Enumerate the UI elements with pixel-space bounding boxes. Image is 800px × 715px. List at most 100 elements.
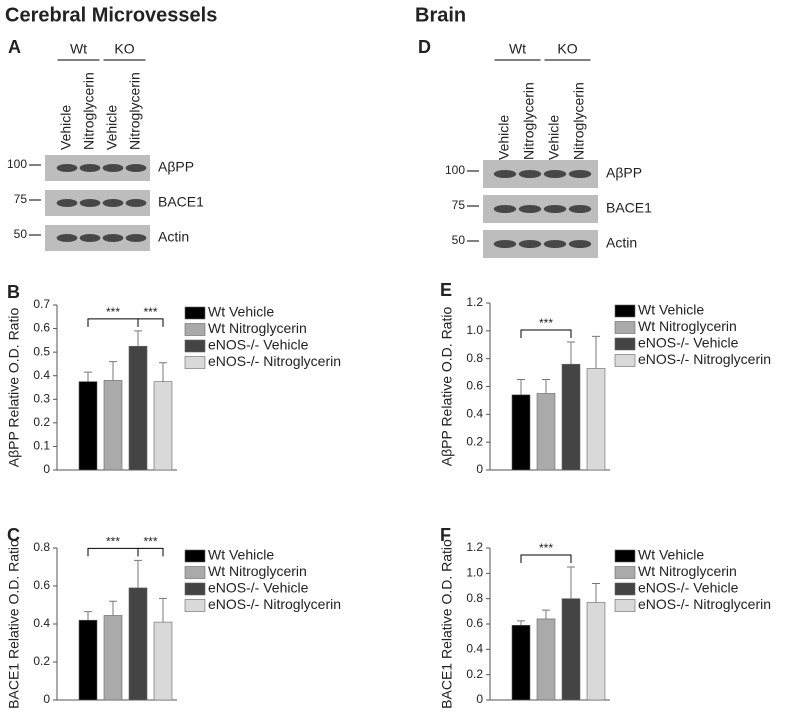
y-tick-label: 0 (476, 692, 483, 706)
error-bar (542, 609, 550, 619)
significance-label: *** (539, 541, 553, 555)
bar (511, 394, 531, 471)
significance-label: *** (106, 305, 120, 319)
y-tick-label: 0.2 (466, 434, 483, 448)
lane-label: Nitroglycerin (571, 82, 587, 160)
blot-band (568, 170, 592, 178)
bar (536, 393, 556, 471)
blot-band (56, 234, 78, 242)
legend-label: eNOS-/- Nitroglycerin (208, 353, 341, 369)
blot-band (543, 240, 567, 248)
legend-swatch (184, 599, 206, 612)
y-tick-label: 0 (43, 462, 50, 476)
legend-label: eNOS-/- Vehicle (208, 580, 309, 596)
blot-band (79, 199, 101, 207)
y-tick-label: 0.4 (33, 616, 50, 630)
bar (153, 381, 173, 471)
legend-label: eNOS-/- Nitroglycerin (208, 596, 341, 612)
error-bar (517, 379, 525, 395)
blot-band (518, 170, 542, 178)
blot-band (102, 234, 124, 242)
y-tick-label: 0.4 (466, 407, 483, 421)
legend-swatch (184, 339, 206, 353)
blot-band (518, 240, 542, 248)
blot-band (518, 205, 542, 213)
blot-band (102, 164, 124, 172)
bar (128, 345, 148, 471)
band-label: Actin (606, 235, 637, 251)
error-bar (109, 361, 117, 381)
legend-swatch (184, 306, 206, 320)
y-tick-label: 0.5 (33, 344, 50, 358)
significance-label: *** (143, 305, 157, 319)
group-label: Wt (509, 41, 526, 57)
y-tick-label: 0 (43, 692, 50, 706)
legend-swatch (184, 582, 206, 596)
error-bar (84, 611, 92, 621)
significance-bracket (520, 329, 572, 338)
y-axis-label: AβPP Relative O.D. Ratio (439, 307, 455, 467)
legend-label: Wt Vehicle (208, 547, 274, 563)
marker-size: 100 (445, 163, 465, 177)
y-tick-label: 0.6 (33, 578, 50, 592)
legend-label: Wt Vehicle (208, 304, 274, 320)
y-tick-label: 1.0 (466, 566, 483, 580)
lane-label: Nitroglycerin (521, 82, 537, 160)
y-tick-label: 0.6 (33, 321, 50, 335)
legend-swatch (184, 566, 206, 579)
y-tick-label: 0.2 (466, 667, 483, 681)
marker-size: 50 (14, 227, 28, 241)
legend-swatch (614, 321, 636, 334)
legend-label: eNOS-/- Vehicle (638, 335, 739, 351)
error-bar (592, 582, 600, 603)
significance-label: *** (106, 535, 120, 549)
significance-bracket (87, 547, 139, 557)
lane-label: Vehicle (58, 105, 74, 150)
y-tick-label: 0.6 (466, 379, 483, 393)
error-bar (592, 335, 600, 369)
column-heading: Cerebral Microvessels (5, 4, 217, 26)
y-tick-label: 0 (476, 462, 483, 476)
legend-label: Wt Nitroglycerin (638, 563, 737, 579)
blot-band (102, 199, 124, 207)
legend-swatch (614, 599, 636, 612)
error-bar (84, 371, 92, 382)
error-bar (134, 330, 142, 347)
y-axis-label: AβPP Relative O.D. Ratio (6, 308, 22, 468)
bar (586, 368, 606, 471)
blot-band (125, 164, 147, 172)
legend-label: eNOS-/- Nitroglycerin (638, 596, 771, 612)
lane-label: Vehicle (546, 115, 562, 160)
blot-band (125, 234, 147, 242)
marker-size: 50 (452, 233, 466, 247)
error-bar (567, 341, 575, 365)
legend-label: eNOS-/- Vehicle (208, 337, 309, 353)
blot-band (493, 170, 517, 178)
legend-swatch (614, 304, 636, 318)
panel-letter: F (440, 525, 451, 545)
significance-label: *** (143, 535, 157, 549)
legend-label: eNOS-/- Nitroglycerin (638, 351, 771, 367)
marker-size: 75 (14, 192, 28, 206)
blot-band (493, 205, 517, 213)
column-heading: Brain (415, 4, 466, 26)
band-label: AβPP (158, 159, 194, 175)
y-tick-label: 0.2 (33, 654, 50, 668)
legend-label: Wt Nitroglycerin (208, 563, 307, 579)
group-label: Wt (70, 41, 87, 57)
error-bar (567, 566, 575, 599)
y-tick-label: 0.7 (33, 297, 50, 311)
y-tick-label: 0.8 (466, 351, 483, 365)
marker-size: 75 (452, 198, 466, 212)
legend-label: Wt Nitroglycerin (638, 318, 737, 334)
legend-swatch (184, 549, 206, 563)
band-label: AβPP (606, 165, 642, 181)
bar (586, 602, 606, 701)
bar (153, 621, 173, 701)
lane-label: Vehicle (496, 115, 512, 160)
blot-band (125, 199, 147, 207)
blot-band (56, 199, 78, 207)
y-tick-label: 1.0 (466, 323, 483, 337)
y-tick-label: 0.1 (33, 439, 50, 453)
